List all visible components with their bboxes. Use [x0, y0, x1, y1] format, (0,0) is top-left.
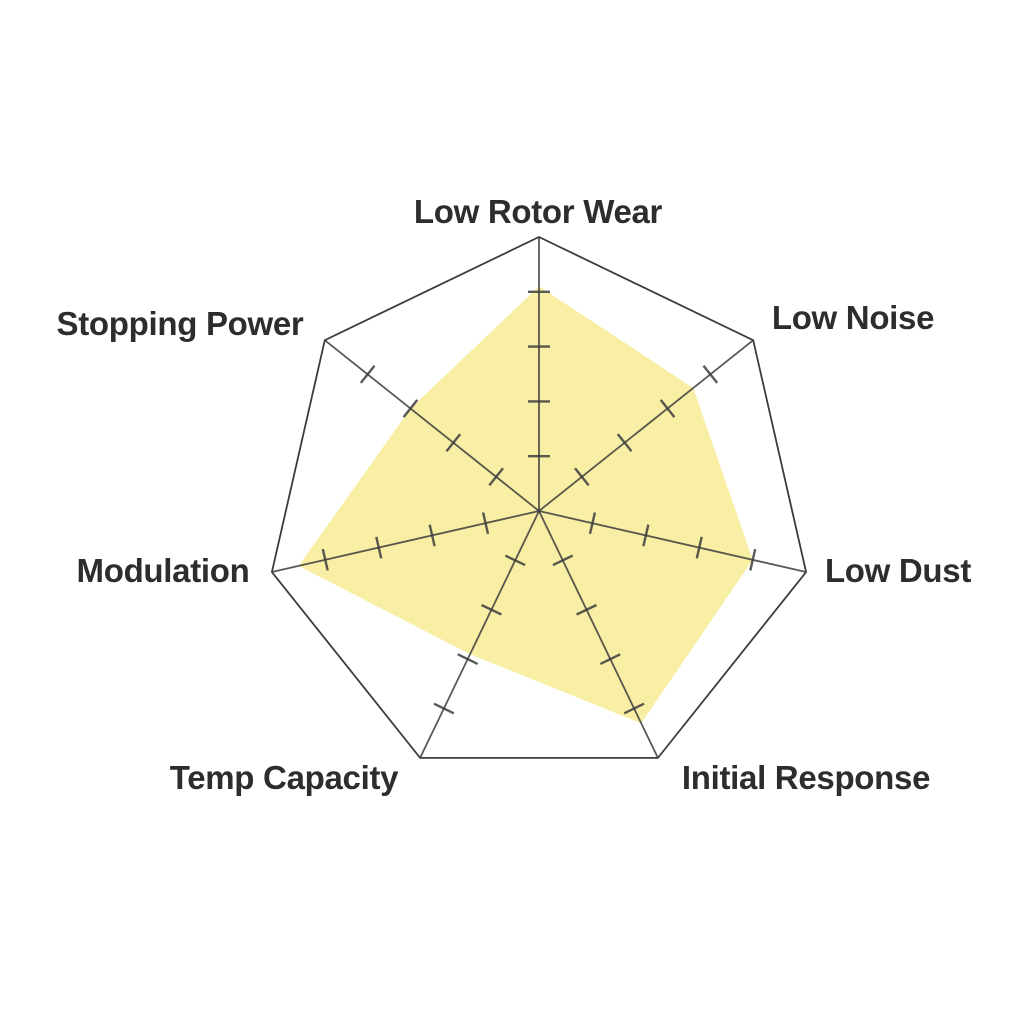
axis-label-temp-capacity: Temp Capacity [169, 759, 399, 796]
axis-label-low-rotor-wear: Low Rotor Wear [413, 193, 663, 230]
axis-tick [402, 399, 419, 418]
axis-tick [659, 399, 676, 418]
outer-ring [270, 236, 808, 759]
axis-spoke [419, 510, 540, 759]
axis-tick [574, 467, 590, 487]
axis-tick [359, 364, 376, 384]
axis-label-modulation: Modulation [76, 552, 250, 589]
axis-tick [375, 536, 383, 559]
axis-label-low-noise: Low Noise [771, 299, 935, 336]
axis-tick [445, 433, 462, 453]
axis-tick [576, 603, 598, 616]
axis-tick [599, 653, 621, 665]
axis-tick [616, 433, 633, 453]
axis-spoke [271, 510, 540, 573]
axis-tick [642, 524, 650, 547]
axis-tick [428, 524, 436, 547]
axis-tick [695, 536, 703, 559]
axis-tick [623, 702, 645, 715]
axis-tick [749, 548, 757, 571]
axis-tick [433, 702, 455, 715]
axis-spoke [324, 339, 540, 512]
axis-tick [702, 364, 719, 384]
axis-spoke [538, 510, 659, 759]
axis-tick [480, 603, 502, 616]
axis-label-stopping-power: Stopping Power [56, 305, 304, 342]
axis-tick [457, 653, 479, 665]
axis-tick [552, 554, 574, 567]
axis-label-initial-response: Initial Response [681, 759, 931, 796]
axis-spoke [538, 339, 754, 512]
axis-tick [321, 548, 329, 571]
axis-tick [504, 554, 526, 567]
axis-tick [588, 512, 597, 535]
axis-label-low-dust: Low Dust [824, 552, 972, 589]
axis-spoke [538, 510, 807, 573]
axis-tick [488, 467, 504, 487]
axis-tick [481, 512, 490, 535]
data-polygon [298, 286, 753, 724]
